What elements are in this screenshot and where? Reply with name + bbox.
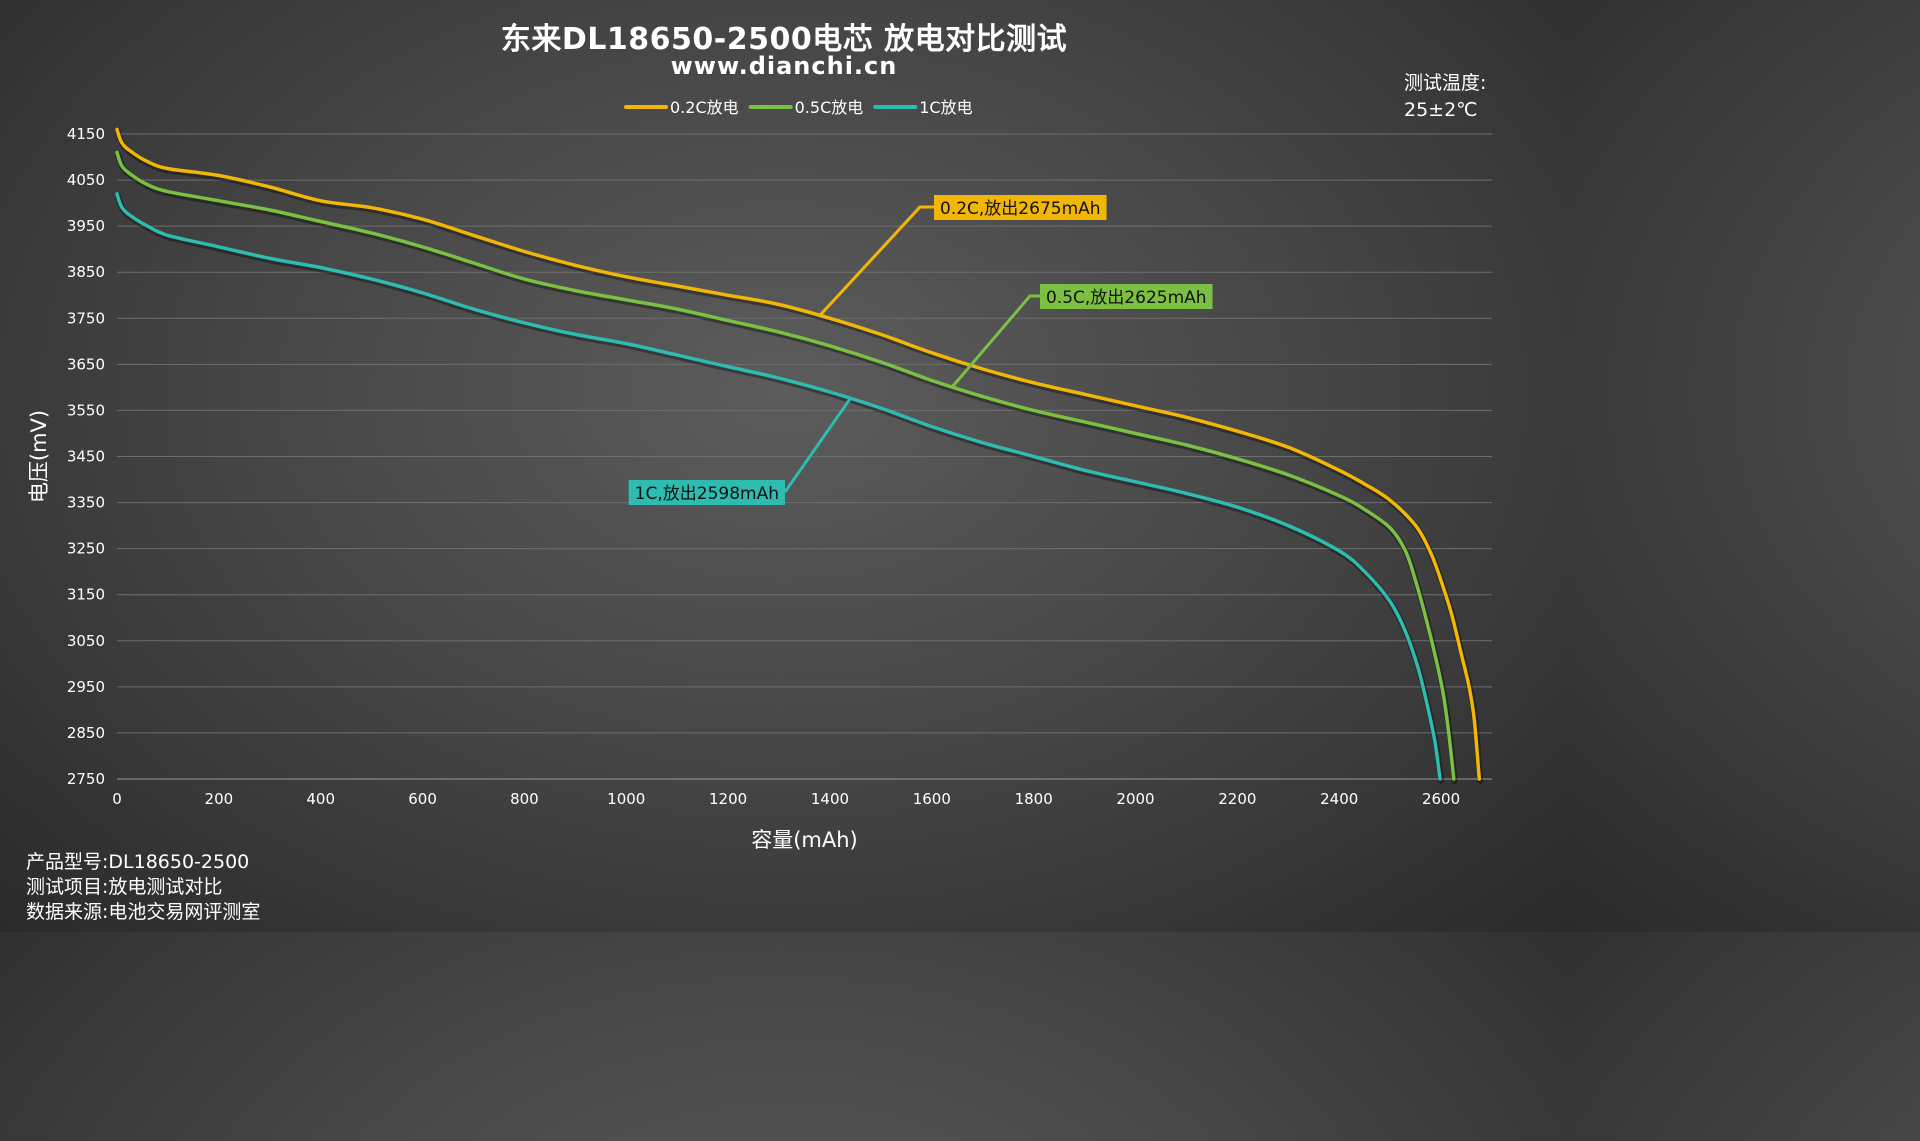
annotation-box-2 [628,480,785,505]
test-item: 测试项目:放电测试对比 [26,876,223,898]
series-line-2 [115,192,1442,781]
x-axis-title: 容量(mAh) [751,828,858,852]
annotations: 0.2C,放出2675mAh 0.5C,放出2625mAh 1C,放出2598mAh [628,195,1213,505]
y-tick-label: 3750 [67,309,105,327]
product-model: 产品型号:DL18650-2500 [26,851,250,873]
x-tick-label: 2400 [1320,790,1358,808]
x-tick-label: 800 [510,790,539,808]
annotation-label-0: 0.2C,放出2675mAh [940,199,1101,219]
y-axis-title: 电压(mV) [27,410,51,503]
x-tick-label: 2000 [1116,790,1154,808]
x-tick-label: 200 [205,790,234,808]
legend-label-0: 0.2C放电 [670,98,739,117]
annotation-label-2: 1C,放出2598mAh [635,484,779,504]
x-tick-label: 2200 [1218,790,1256,808]
x-tick-label: 1000 [607,790,645,808]
x-tick-label: 1200 [709,790,747,808]
temperature-label: 测试温度: [1404,72,1487,94]
annotation-label-1: 0.5C,放出2625mAh [1046,288,1207,308]
series-line-0 [115,127,1482,781]
x-tick-label: 1600 [913,790,951,808]
x-tick-label: 2600 [1422,790,1460,808]
x-tick-label: 400 [306,790,335,808]
axes: 2750 2850 2950 3050 3150 3250 3350 3450 3550 3650… [27,125,1460,852]
y-tick-label: 2850 [67,724,105,742]
legend-label-1: 0.5C放电 [795,98,864,117]
data-source: 数据来源:电池交易网评测室 [26,901,261,923]
y-tick-label: 3350 [67,494,105,512]
temperature-value: 25±2℃ [1404,99,1478,121]
x-tick-label: 600 [408,790,437,808]
y-tick-label: 3050 [67,632,105,650]
annotation-box-0 [934,195,1107,220]
series-line-1 [115,150,1456,781]
y-tick-label: 3650 [67,355,105,373]
y-tick-label: 3250 [67,540,105,558]
y-tick-label: 4150 [67,125,105,143]
x-tick-label: 1400 [811,790,849,808]
annotation-leader-1 [951,294,1040,388]
y-tick-label: 2750 [67,770,105,788]
legend-label-2: 1C放电 [919,98,972,117]
grid-lines [117,133,1492,780]
series-lines [115,127,1484,784]
y-tick-label: 3150 [67,586,105,604]
annotation-leader-0 [818,205,934,317]
annotation-box-1 [1040,284,1213,309]
y-tick-label: 3550 [67,401,105,419]
y-tick-label: 2950 [67,678,105,696]
annotation-leader-2 [783,397,852,493]
y-tick-label: 3450 [67,448,105,466]
x-tick-label: 1800 [1015,790,1053,808]
y-tick-label: 3950 [67,217,105,235]
x-tick-label: 0 [112,790,122,808]
test-temperature: 测试温度: 25±2℃ [1404,70,1486,124]
discharge-chart: 2750 2850 2950 3050 3150 3250 3350 3450 3550 3650… [27,98,1492,852]
legend: 0.2C放电 0.5C放电 1C放电 [624,98,973,117]
website-url: www.dianchi.cn [670,52,898,80]
y-tick-label: 3850 [67,263,105,281]
product-info: 产品型号:DL18650-2500 测试项目:放电测试对比 数据来源:电池交易网… [26,850,260,925]
chart-title: 东来DL18650-2500电芯 放电对比测试 [500,22,1068,57]
y-tick-label: 4050 [67,171,105,189]
